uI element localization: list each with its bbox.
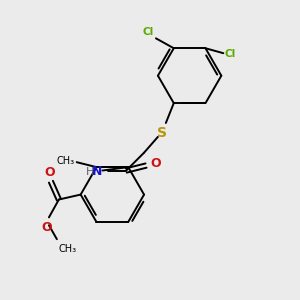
Text: N: N [92, 165, 102, 178]
Text: CH₃: CH₃ [59, 244, 77, 254]
Text: CH₃: CH₃ [57, 156, 75, 166]
Text: O: O [45, 166, 55, 179]
Text: S: S [157, 126, 167, 140]
Text: O: O [150, 157, 160, 170]
Text: O: O [42, 221, 52, 234]
Text: Cl: Cl [224, 49, 236, 59]
Text: H: H [86, 167, 94, 176]
Text: Cl: Cl [143, 27, 154, 37]
